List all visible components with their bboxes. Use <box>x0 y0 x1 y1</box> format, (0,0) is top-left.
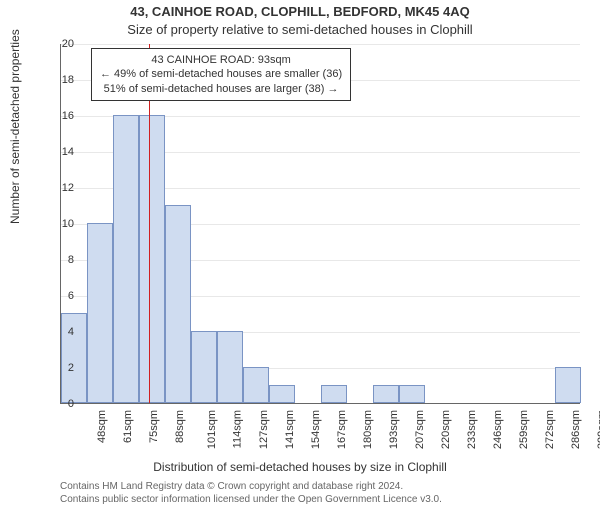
ytick-label: 20 <box>44 38 74 50</box>
ytick-label: 14 <box>44 146 74 158</box>
ytick-label: 6 <box>44 290 74 302</box>
xtick-label: 207sqm <box>414 410 426 449</box>
histogram-bar <box>87 223 113 403</box>
xtick-label: 299sqm <box>596 410 600 449</box>
xtick-label: 286sqm <box>570 410 582 449</box>
ytick-label: 16 <box>44 110 74 122</box>
histogram-bar <box>243 367 269 403</box>
xtick-label: 127sqm <box>258 410 270 449</box>
xtick-label: 180sqm <box>362 410 374 449</box>
xtick-label: 88sqm <box>174 410 186 443</box>
xtick-label: 193sqm <box>388 410 400 449</box>
xtick-label: 101sqm <box>206 410 218 449</box>
xtick-label: 220sqm <box>440 410 452 449</box>
histogram-bar <box>217 331 243 403</box>
footer-attribution: Contains HM Land Registry data © Crown c… <box>60 480 442 506</box>
ytick-label: 12 <box>44 182 74 194</box>
histogram-bar <box>269 385 295 403</box>
ytick-label: 2 <box>44 362 74 374</box>
histogram-bar <box>191 331 217 403</box>
histogram-bar <box>373 385 399 403</box>
xtick-label: 167sqm <box>336 410 348 449</box>
xtick-label: 154sqm <box>310 410 322 449</box>
xtick-label: 246sqm <box>492 410 504 449</box>
ytick-label: 0 <box>44 398 74 410</box>
plot-area: 43 CAINHOE ROAD: 93sqm ← 49% of semi-det… <box>60 44 580 404</box>
x-axis-label: Distribution of semi-detached houses by … <box>0 460 600 474</box>
ytick-label: 10 <box>44 218 74 230</box>
gridline <box>61 44 580 45</box>
xtick-label: 114sqm <box>231 410 243 448</box>
xtick-label: 141sqm <box>284 410 296 449</box>
xtick-label: 48sqm <box>96 410 108 443</box>
reference-annotation: 43 CAINHOE ROAD: 93sqm ← 49% of semi-det… <box>91 48 351 101</box>
xtick-label: 61sqm <box>122 410 134 443</box>
y-axis-label: Number of semi-detached properties <box>8 29 22 224</box>
ytick-label: 18 <box>44 74 74 86</box>
chart-title: 43, CAINHOE ROAD, CLOPHILL, BEDFORD, MK4… <box>0 4 600 19</box>
histogram-bar <box>113 115 139 403</box>
chart-subtitle: Size of property relative to semi-detach… <box>0 22 600 37</box>
ytick-label: 8 <box>44 254 74 266</box>
annotation-line: 43 CAINHOE ROAD: 93sqm <box>100 53 342 67</box>
ytick-label: 4 <box>44 326 74 338</box>
histogram-bar <box>139 115 165 403</box>
xtick-label: 259sqm <box>518 410 530 449</box>
xtick-label: 272sqm <box>544 410 556 449</box>
xtick-label: 233sqm <box>466 410 478 449</box>
annotation-line: ← 49% of semi-detached houses are smalle… <box>100 67 342 81</box>
histogram-bar <box>165 205 191 403</box>
xtick-label: 75sqm <box>148 410 160 443</box>
histogram-bar <box>321 385 347 403</box>
footer-line: Contains HM Land Registry data © Crown c… <box>60 480 442 493</box>
histogram-chart: 43, CAINHOE ROAD, CLOPHILL, BEDFORD, MK4… <box>0 0 600 500</box>
annotation-line: 51% of semi-detached houses are larger (… <box>100 82 342 96</box>
histogram-bar <box>555 367 581 403</box>
histogram-bar <box>399 385 425 403</box>
